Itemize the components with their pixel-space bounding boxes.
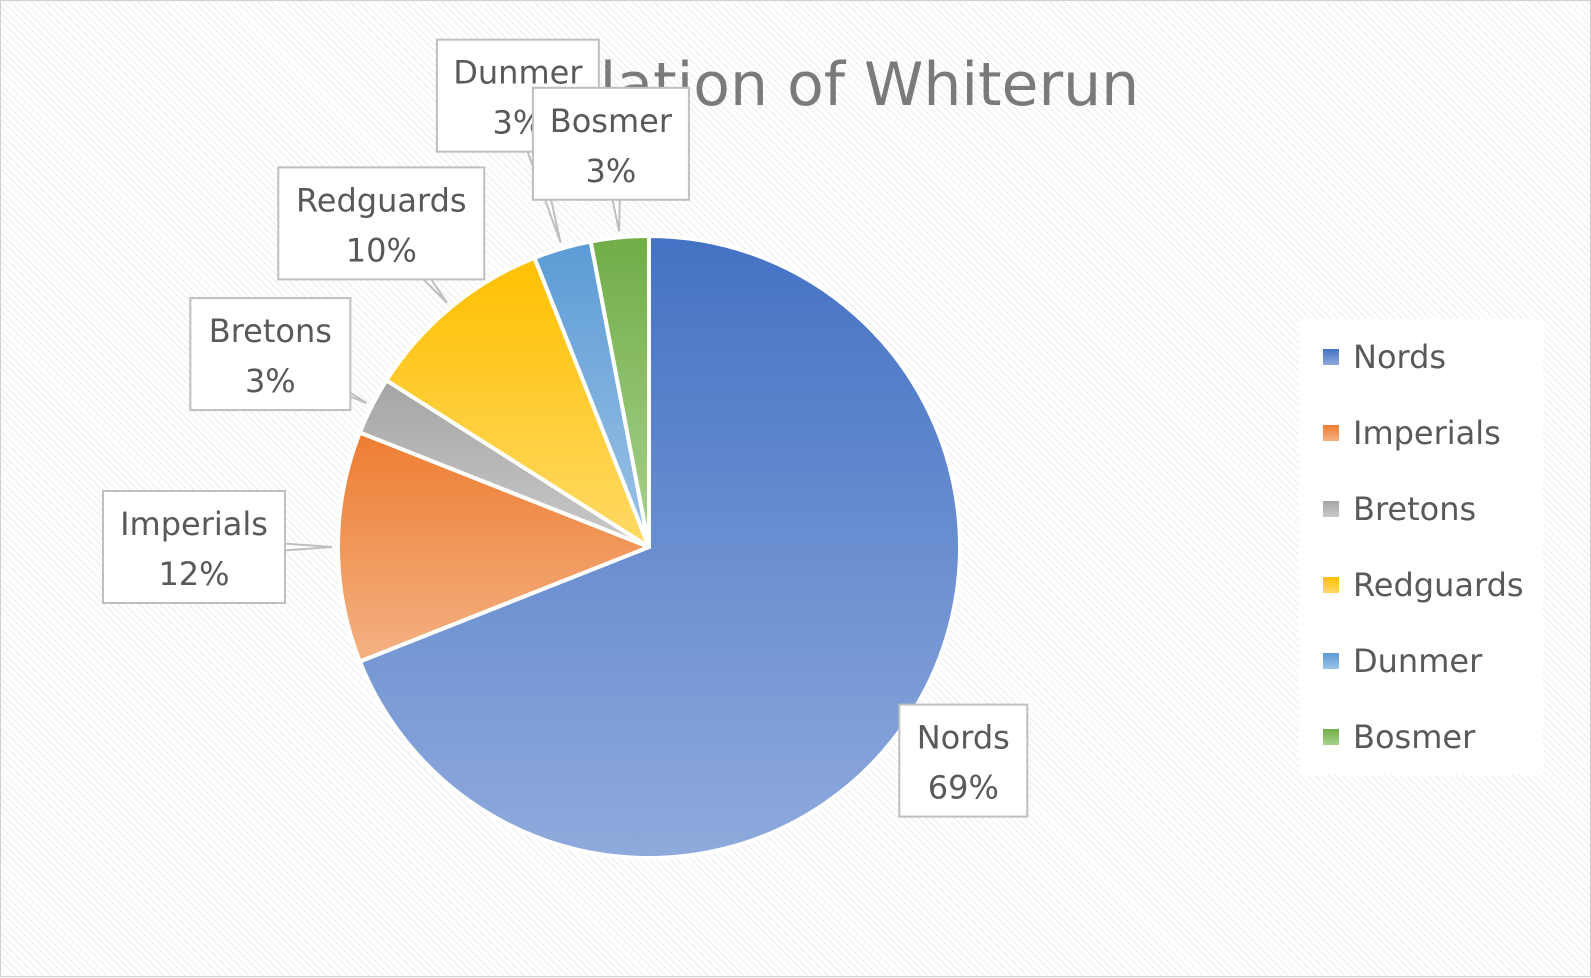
data-label-percent: 3% bbox=[586, 152, 637, 190]
callout-box bbox=[531, 86, 690, 201]
data-label-percent: 10% bbox=[346, 231, 417, 269]
legend-item-dunmer: Dunmer bbox=[1323, 642, 1483, 680]
legend-swatch bbox=[1323, 729, 1339, 745]
data-label-category: Imperials bbox=[120, 505, 268, 543]
pie-slice-imperials bbox=[336, 430, 651, 664]
callout-box bbox=[898, 703, 1029, 818]
legend-swatch bbox=[1323, 349, 1339, 365]
data-label-callouts: Nords 69% Imperials 12% Bretons 3% Redguards 10… bbox=[102, 38, 1029, 818]
data-label-category: Dunmer bbox=[453, 54, 583, 92]
pie-slices bbox=[336, 234, 962, 860]
legend-label: Bosmer bbox=[1353, 718, 1476, 756]
callout-nords: Nords 69% bbox=[898, 703, 1029, 818]
callout-box bbox=[189, 297, 352, 412]
legend-label: Redguards bbox=[1353, 566, 1524, 604]
legend-item-imperials: Imperials bbox=[1323, 414, 1501, 452]
data-label-percent: 69% bbox=[928, 769, 999, 807]
legend-label: Nords bbox=[1353, 338, 1446, 376]
callout-bosmer: Bosmer 3% bbox=[531, 86, 690, 232]
pie-slice-redguards bbox=[384, 255, 651, 549]
data-label-percent: 12% bbox=[158, 555, 229, 593]
legend-label: Imperials bbox=[1353, 414, 1501, 452]
legend-swatch bbox=[1323, 425, 1339, 441]
legend-item-bosmer: Bosmer bbox=[1323, 718, 1476, 756]
legend-swatch bbox=[1323, 577, 1339, 593]
legend-swatch bbox=[1323, 653, 1339, 669]
data-label-category: Bosmer bbox=[550, 102, 673, 140]
legend-item-nords: Nords bbox=[1323, 338, 1446, 376]
legend-item-redguards: Redguards bbox=[1323, 566, 1524, 604]
data-label-percent: 3% bbox=[245, 362, 296, 400]
pie-slice-bosmer bbox=[588, 234, 651, 549]
data-label-category: Nords bbox=[917, 719, 1010, 757]
callout-redguards: Redguards 10% bbox=[277, 166, 486, 304]
callout-bretons: Bretons 3% bbox=[189, 297, 368, 412]
legend-label: Bretons bbox=[1353, 490, 1476, 528]
callout-imperials: Imperials 12% bbox=[102, 490, 333, 604]
legend-swatch bbox=[1323, 501, 1339, 517]
legend-item-bretons: Bretons bbox=[1323, 490, 1476, 528]
callout-box bbox=[277, 166, 486, 281]
legend: Nords Imperials Bretons Redguards Dunmer Bosm… bbox=[1299, 319, 1543, 775]
callout-box bbox=[102, 490, 286, 604]
legend-label: Dunmer bbox=[1353, 642, 1483, 680]
data-label-category: Redguards bbox=[296, 181, 467, 219]
legend-background bbox=[1299, 319, 1543, 775]
data-label-category: Bretons bbox=[209, 312, 332, 350]
